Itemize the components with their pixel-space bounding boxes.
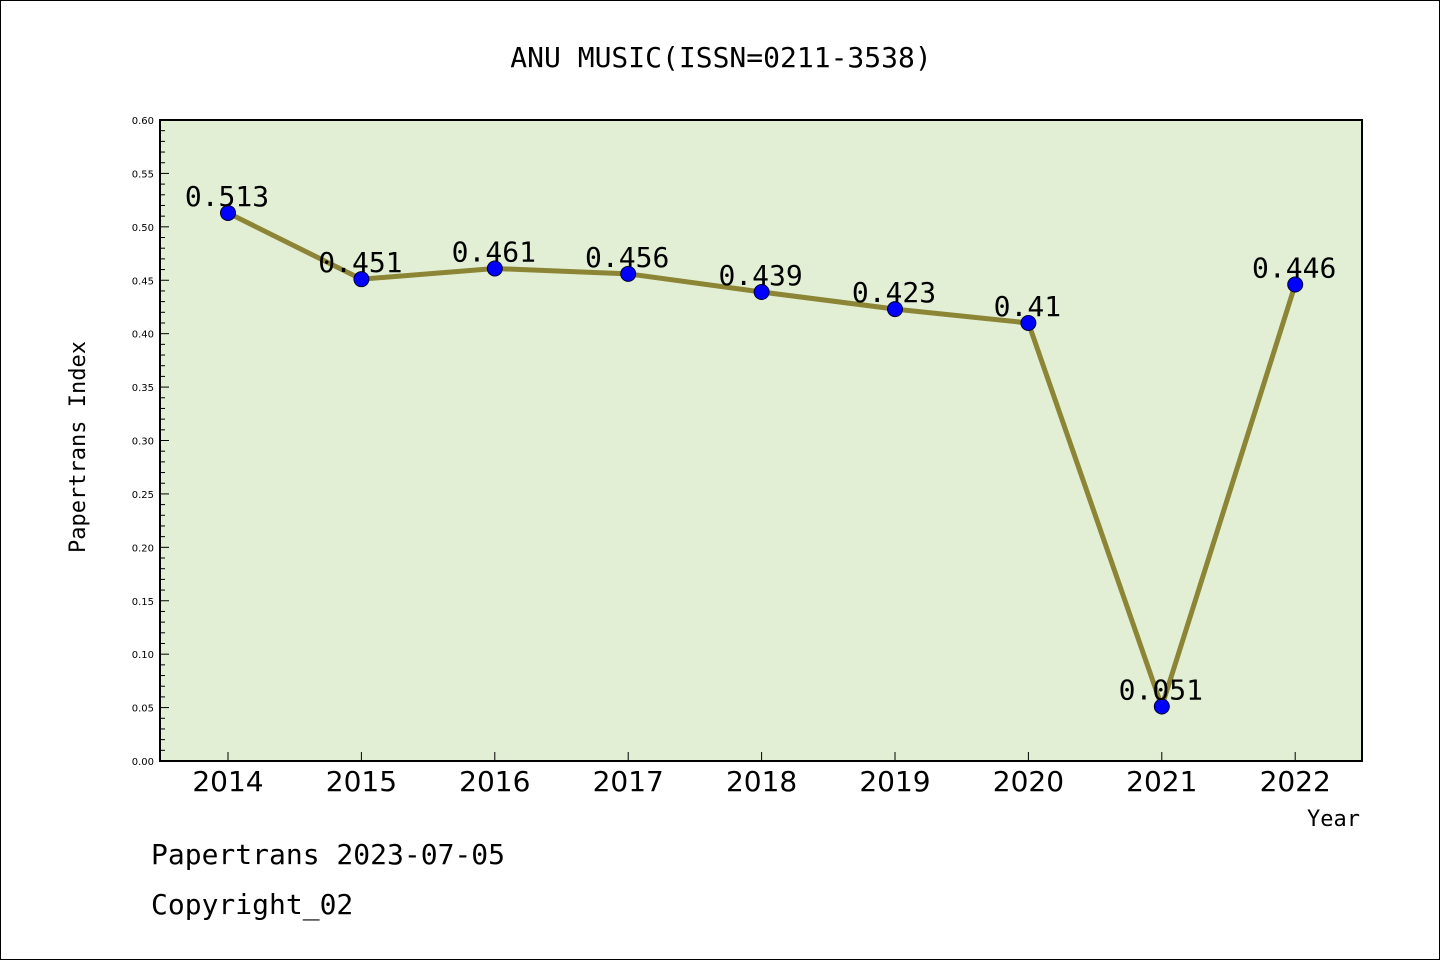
data-label: 0.446 [1252, 252, 1336, 285]
data-label: 0.439 [718, 259, 802, 292]
data-point [753, 284, 770, 301]
data-point [1287, 276, 1304, 293]
chart-title: ANU MUSIC(ISSN=0211-3538) [510, 41, 931, 74]
data-labels-group: 0.513 0.451 0.461 0.456 0.439 0.423 0.41 0.051 0… [185, 180, 1336, 707]
data-label: 0.41 [994, 290, 1061, 323]
y-tick-label: 0.20 [132, 543, 154, 554]
y-tick-label: 0.40 [132, 330, 154, 341]
y-tick-label: 0.45 [132, 276, 154, 287]
plot-area [159, 119, 1363, 762]
data-label: 0.451 [318, 246, 402, 279]
y-tick-label: 0.50 [132, 223, 154, 234]
x-tick-label: 2020 [993, 765, 1064, 798]
y-tick-label: 0.15 [132, 597, 154, 608]
data-point [220, 204, 236, 221]
y-tick-label: 0.55 [132, 169, 154, 180]
y-tick-label: 0.10 [132, 650, 154, 661]
y-axis: 0.00 0.05 0.10 0.15 0.20 0.25 0.30 0.35 0.40 0.45… [132, 116, 169, 768]
x-tick-label: 2016 [459, 765, 530, 798]
x-tick-label: 2022 [1260, 765, 1331, 798]
y-tick-label: 0.25 [132, 490, 154, 501]
y-tick-label: 0.35 [132, 383, 154, 394]
y-axis-label: Papertrans Index [66, 341, 91, 553]
data-label: 0.051 [1119, 674, 1203, 707]
data-point [1153, 698, 1170, 715]
data-point [620, 265, 637, 282]
series-line-group [220, 204, 1304, 715]
y-tick-label: 0.60 [132, 116, 154, 127]
x-tick-label: 2017 [593, 765, 664, 798]
data-point [486, 260, 503, 277]
data-point [1020, 314, 1037, 331]
data-point [887, 301, 903, 318]
x-tick-label: 2021 [1126, 765, 1197, 798]
footer-copyright: Copyright_02 [151, 888, 353, 922]
y-tick-label: 0.30 [132, 437, 154, 448]
x-axis: 2014 2015 2016 2017 2018 2019 2020 2021 2022 [192, 752, 1331, 798]
data-label: 0.456 [585, 241, 669, 274]
x-tick-label: 2018 [726, 765, 797, 798]
data-point [353, 271, 370, 288]
y-tick-label: 0.00 [132, 757, 154, 768]
x-tick-label: 2014 [192, 765, 263, 798]
x-tick-label: 2019 [859, 765, 930, 798]
data-label: 0.513 [185, 180, 269, 213]
data-label: 0.423 [852, 276, 936, 309]
x-axis-label: Year [1307, 807, 1360, 832]
data-label: 0.461 [452, 235, 536, 268]
footer-date: Papertrans 2023-07-05 [151, 838, 505, 871]
y-tick-label: 0.05 [132, 704, 154, 715]
x-tick-label: 2015 [326, 765, 397, 798]
